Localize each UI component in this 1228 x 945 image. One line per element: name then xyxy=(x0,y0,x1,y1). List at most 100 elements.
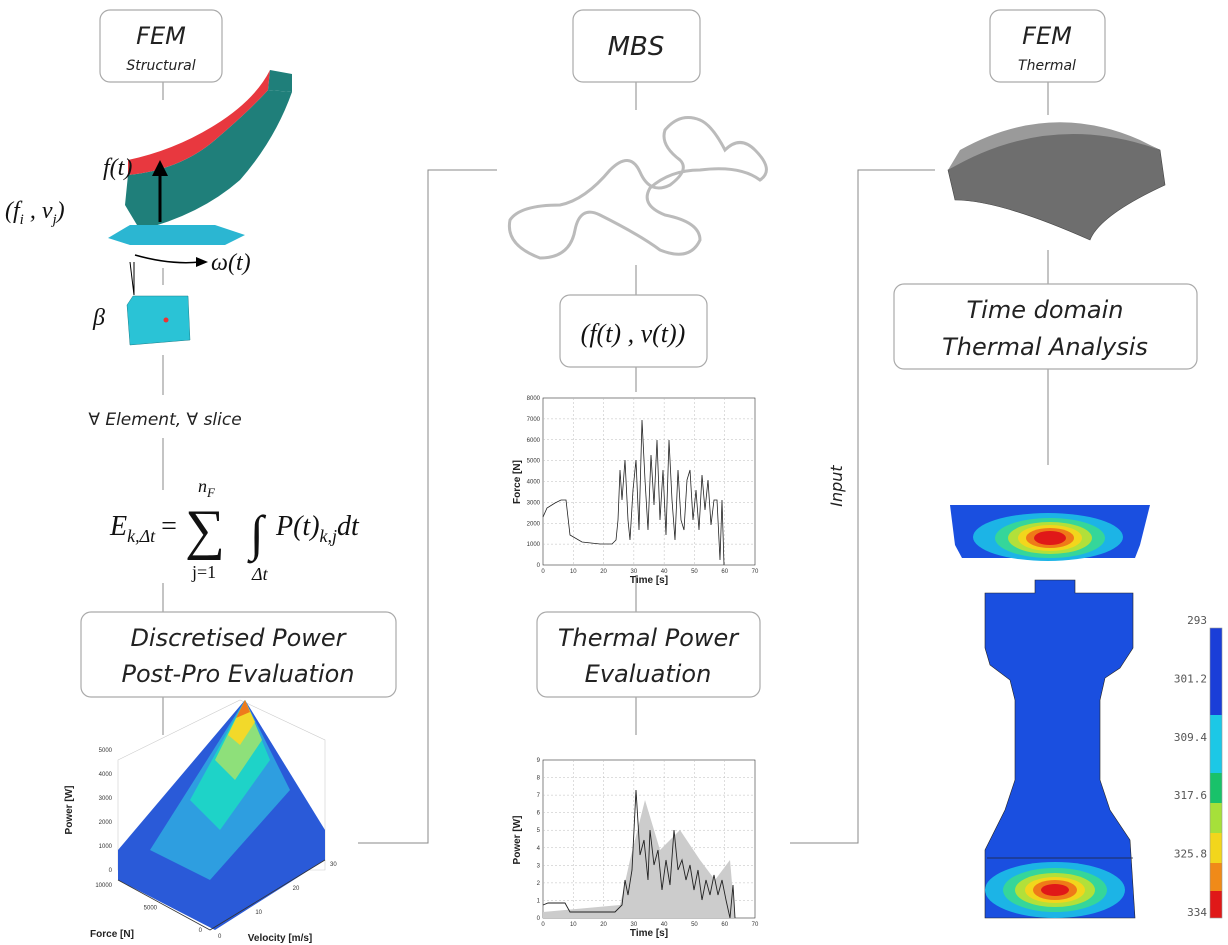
y-tick-label: 30 xyxy=(330,862,337,868)
box-subtitle: Thermal xyxy=(1018,58,1076,74)
y-tick-label: 7000 xyxy=(527,417,541,423)
y-tick-label: 0 xyxy=(218,934,222,940)
box-line: Discretised Power xyxy=(130,624,347,652)
y-tick-label: 8000 xyxy=(527,396,541,402)
y-tick-label: 3000 xyxy=(527,500,541,506)
box-title: FEM xyxy=(1022,22,1072,50)
x-tick-label: 0 xyxy=(541,569,545,575)
colorbar-label: 325.8 xyxy=(1174,848,1207,861)
pair-label: (fi , vj) xyxy=(5,198,65,228)
axis-title: Power [W] xyxy=(64,786,75,835)
beta-label: β xyxy=(92,305,105,331)
y-tick-label: 4 xyxy=(537,846,541,852)
x-tick-label: 50 xyxy=(691,569,698,575)
y-tick-label: 20 xyxy=(293,886,300,892)
thermal-mesh xyxy=(948,122,1165,240)
axis-title: Power [W] xyxy=(512,816,523,865)
y-tick-label: 2000 xyxy=(527,521,541,527)
equation: Ek,Δt= ∑ nF j=1 ∫ Δt P(t)k,jdt xyxy=(109,476,360,584)
y-tick-label: 3 xyxy=(537,863,541,869)
y-tick-label: 1000 xyxy=(527,542,541,548)
surface-plot: Power [W] Force [N] Velocity [m/s] 01000… xyxy=(64,700,337,944)
x-tick-label: 0 xyxy=(199,928,203,934)
x-tick-label: 70 xyxy=(752,922,759,928)
y-tick-label: 10 xyxy=(255,910,262,916)
math: Δt xyxy=(251,564,269,584)
math: E xyxy=(109,511,127,542)
thermal-contour xyxy=(985,580,1135,918)
math: dt xyxy=(337,511,360,542)
box-line: Post-Pro Evaluation xyxy=(121,660,354,688)
omega-label: ω(t) xyxy=(211,250,251,276)
math: nF xyxy=(198,476,216,500)
diagram: FEM Structural MBS FEM Thermal (f(t) , v… xyxy=(0,0,1228,945)
x-tick-label: 10 xyxy=(570,569,577,575)
y-tick-label: 6000 xyxy=(527,438,541,444)
colorbar-label: 317.6 xyxy=(1174,789,1207,802)
math: j=1 xyxy=(191,562,216,582)
axis-title: Velocity [m/s] xyxy=(248,933,312,944)
box-title: MBS xyxy=(608,32,665,62)
x-tick-label: 10000 xyxy=(95,883,112,889)
x-tick-label: 20 xyxy=(600,569,607,575)
tire-model xyxy=(108,70,292,345)
box-title: FEM xyxy=(136,22,186,50)
colorbar-label: 293 xyxy=(1187,614,1207,627)
math: ) xyxy=(55,198,65,224)
z-tick-label: 4000 xyxy=(99,772,113,778)
math: n xyxy=(198,476,207,496)
math: Ek,Δt= xyxy=(109,511,177,546)
x-tick-label: 0 xyxy=(541,922,545,928)
input-label: Input xyxy=(827,465,846,507)
y-tick-label: 5 xyxy=(537,828,541,834)
y-tick-label: 1 xyxy=(537,898,541,904)
x-tick-label: 60 xyxy=(721,922,728,928)
axis-title: Force [N] xyxy=(90,929,134,940)
z-tick-label: 1000 xyxy=(99,844,113,850)
colorbar: 293 301.2 309.4 317.6 325.8 334 xyxy=(1174,614,1222,919)
math: P(t)k,jdt xyxy=(275,511,360,546)
z-tick-label: 3000 xyxy=(99,796,113,802)
colorbar-label: 309.4 xyxy=(1174,731,1207,744)
math: F xyxy=(206,485,216,500)
math: k,Δt xyxy=(127,526,156,546)
z-tick-label: 0 xyxy=(109,868,113,874)
y-tick-label: 5000 xyxy=(527,459,541,465)
x-tick-label: 60 xyxy=(721,569,728,575)
y-tick-label: 8 xyxy=(537,776,541,782)
box-line: Time domain xyxy=(967,296,1124,324)
y-tick-label: 6 xyxy=(537,811,541,817)
loop-note: ∀ Element, ∀ slice xyxy=(88,410,241,430)
force-label: f(t) xyxy=(103,155,132,181)
box-line: Thermal Analysis xyxy=(942,333,1148,361)
thermal-contour xyxy=(950,505,1150,561)
y-tick-label: 9 xyxy=(537,758,541,764)
z-tick-label: 5000 xyxy=(99,748,113,754)
x-tick-label: 5000 xyxy=(144,906,158,912)
axis-title: Force [N] xyxy=(512,460,523,504)
track xyxy=(509,118,766,258)
math: , v xyxy=(24,198,53,224)
output-label: (f(t) , v(t)) xyxy=(581,319,686,348)
x-tick-label: 20 xyxy=(600,922,607,928)
box-line: Evaluation xyxy=(585,660,712,688)
y-tick-label: 4000 xyxy=(527,480,541,486)
y-tick-label: 2 xyxy=(537,881,541,887)
math: P(t) xyxy=(275,511,320,542)
y-tick-label: 0 xyxy=(537,563,541,569)
y-tick-label: 7 xyxy=(537,793,541,799)
y-tick-label: 0 xyxy=(537,916,541,922)
axis-title: Time [s] xyxy=(630,928,668,939)
colorbar-label: 334 xyxy=(1187,906,1207,919)
z-tick-label: 2000 xyxy=(99,820,113,826)
page: {"structural": {"title": "FEM", "subtitl… xyxy=(0,0,1228,945)
math: ∫ xyxy=(247,505,267,564)
x-tick-label: 70 xyxy=(752,569,759,575)
math: = xyxy=(161,511,177,542)
colorbar-label: 301.2 xyxy=(1174,672,1207,685)
box-subtitle: Structural xyxy=(126,58,195,74)
x-tick-label: 50 xyxy=(691,922,698,928)
math: ∑ xyxy=(185,499,225,561)
